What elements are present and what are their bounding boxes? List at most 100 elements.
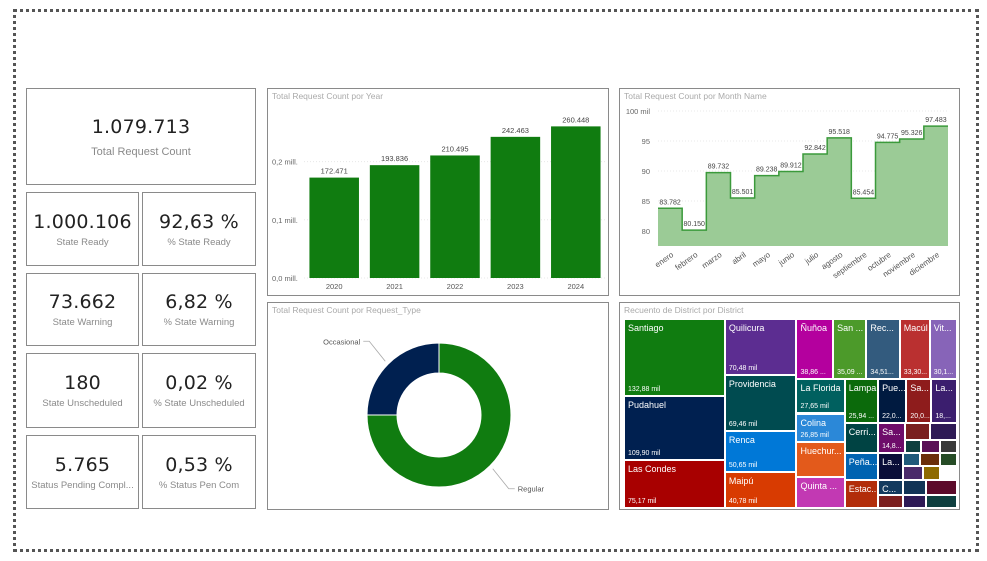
treemap-cell[interactable]: Huechur... xyxy=(796,441,845,477)
treemap-cell[interactable]: San ... 35,09 ... xyxy=(833,319,867,379)
x-tick-label: mayo xyxy=(751,250,773,269)
treemap-cell-small[interactable] xyxy=(904,439,922,454)
treemap-cell[interactable]: Rec... 34,51... xyxy=(866,319,900,379)
treemap-cell[interactable]: Macúl 33,30... xyxy=(899,319,930,379)
kpi-card-state-unscheduled[interactable]: 180 State Unscheduled xyxy=(26,353,139,428)
treemap-cell-small[interactable] xyxy=(926,479,957,495)
bar xyxy=(490,136,541,278)
treemap-cell-value: 70,48 mil xyxy=(728,364,758,372)
data-label: 95.518 xyxy=(829,129,851,136)
treemap-cell-name: La... xyxy=(882,457,900,468)
treemap-cell[interactable]: Quinta ... xyxy=(796,476,845,508)
treemap-cell-small[interactable] xyxy=(904,422,931,440)
kpi-card-pct-status-pending[interactable]: 0,53 % % Status Pen Com xyxy=(142,435,256,509)
donut-chart: Regular Occasional xyxy=(323,337,544,493)
treemap-cell-value: 22,0... xyxy=(882,412,902,420)
chart-title: Total Request Count por Year xyxy=(272,91,384,101)
donut-slice xyxy=(366,342,440,416)
treemap-cell-small[interactable] xyxy=(903,494,927,508)
bar xyxy=(369,165,420,278)
treemap-cell-value: 20,0... xyxy=(910,412,930,420)
treemap-cell-small[interactable] xyxy=(930,422,957,440)
treemap-cell-small[interactable] xyxy=(926,494,957,508)
treemap-cell-name: Sa... xyxy=(910,382,929,393)
kpi-card-state-warning[interactable]: 73.662 State Warning xyxy=(26,273,139,346)
kpi-label: % State Ready xyxy=(167,236,231,248)
treemap-cell-value: 14,8... xyxy=(882,443,902,451)
kpi-card-status-pending[interactable]: 5.765 Status Pending Compl... xyxy=(26,435,139,509)
kpi-label: Total Request Count xyxy=(91,145,191,158)
treemap-cell[interactable]: Estac... xyxy=(844,479,879,508)
treemap-cell[interactable]: C... xyxy=(878,479,904,495)
treemap-cell-small[interactable] xyxy=(939,453,957,467)
treemap-cell[interactable]: Las Condes 75,17 mil xyxy=(624,460,725,508)
treemap-cell[interactable]: La... xyxy=(878,453,904,480)
kpi-label: Status Pending Compl... xyxy=(31,479,134,491)
donut-chart-panel[interactable]: Total Request Count por Request_Type Reg… xyxy=(267,302,609,510)
treemap-cell-name: Quilicura xyxy=(728,323,765,333)
treemap-cell[interactable]: Vit... 30,1... xyxy=(929,319,957,379)
treemap-cell[interactable]: Pudahuel 109,90 mil xyxy=(624,395,725,461)
treemap-cell[interactable]: Pue... 22,0... xyxy=(878,378,907,423)
treemap-panel[interactable]: Recuento de District por District Santia… xyxy=(619,302,960,510)
kpi-card-pct-state-warning[interactable]: 6,82 % % State Warning xyxy=(142,273,256,346)
treemap-cell[interactable]: La... 18,... xyxy=(931,378,957,423)
treemap-cell[interactable]: Colina 26,85 mil xyxy=(796,413,845,442)
kpi-value: 0,02 % xyxy=(165,372,233,394)
chart-title: Recuento de District por District xyxy=(624,305,744,315)
bar-chart: 0,0 mill. 0,1 mill. 0,2 mill. 172.471 2020 19… xyxy=(272,115,606,291)
treemap-cell[interactable]: Cerri... xyxy=(844,422,879,454)
treemap-cell-name: Renca xyxy=(728,434,755,445)
kpi-label: State Unscheduled xyxy=(42,398,123,409)
treemap-cell-small[interactable] xyxy=(921,439,940,454)
treemap-cell-small[interactable] xyxy=(903,479,927,495)
area-chart: 80 85 90 95 100 mil 83.782 enero 80.150 febrero 8… xyxy=(626,107,948,280)
treemap-cell-name: Quinta ... xyxy=(800,480,838,491)
treemap-cell-name: Colina xyxy=(800,417,826,428)
area-chart-panel[interactable]: Total Request Count por Month Name 80 85 9… xyxy=(619,88,960,296)
treemap-cell-small[interactable] xyxy=(919,453,940,467)
kpi-label: % State Warning xyxy=(163,317,235,328)
treemap-cell[interactable]: Santiago 132,88 mil xyxy=(624,319,725,396)
data-label: 85.454 xyxy=(853,189,875,196)
kpi-card-pct-state-unscheduled[interactable]: 0,02 % % State Unscheduled xyxy=(142,353,256,428)
x-tick-label: enero xyxy=(653,250,675,269)
x-tick-label: 2024 xyxy=(567,282,584,291)
treemap-cell[interactable]: Peña... xyxy=(844,453,879,480)
treemap-cell-name: Macúl xyxy=(903,323,928,333)
treemap-cell-name: Estac... xyxy=(848,483,879,494)
bar-chart-panel[interactable]: Total Request Count por Year 0,0 mill. 0,… xyxy=(267,88,609,296)
treemap-cell[interactable]: Maipú 40,78 mil xyxy=(724,472,797,508)
treemap-cell-value: 50,65 mil xyxy=(728,462,758,470)
kpi-value: 1.079.713 xyxy=(91,115,191,138)
treemap-cell-small[interactable] xyxy=(878,494,904,508)
leader-line xyxy=(492,468,515,490)
data-label: 80.150 xyxy=(684,221,706,228)
treemap-cell[interactable]: Sa... 20,0... xyxy=(906,378,932,423)
treemap-cell[interactable]: Providencia 69,46 mil xyxy=(724,374,797,431)
x-tick-label: febrero xyxy=(673,250,699,272)
treemap-cell[interactable]: Ñuñoa 38,86 ... xyxy=(796,319,834,379)
kpi-value: 0,53 % xyxy=(165,453,233,476)
treemap-cell[interactable]: Lampa 25,94 ... xyxy=(844,378,879,423)
x-tick-label: 2020 xyxy=(326,282,343,291)
treemap-cell[interactable]: Renca 50,65 mil xyxy=(724,430,797,473)
leader-line xyxy=(363,340,386,362)
treemap-cell-small[interactable] xyxy=(939,439,957,454)
kpi-card-total-request-count[interactable]: 1.079.713 Total Request Count xyxy=(26,88,256,185)
kpi-value: 1.000.106 xyxy=(33,210,132,233)
bar xyxy=(551,126,601,279)
treemap-cell-small[interactable] xyxy=(923,466,940,480)
kpi-card-pct-state-ready[interactable]: 92,63 % % State Ready xyxy=(142,192,256,266)
x-tick-label: 2023 xyxy=(507,282,524,291)
treemap-cell[interactable]: Sa... 14,8... xyxy=(878,422,905,454)
treemap-cell-small[interactable] xyxy=(903,466,924,480)
kpi-value: 6,82 % xyxy=(165,291,233,313)
data-label: 260.448 xyxy=(562,115,589,124)
treemap-cell-small[interactable] xyxy=(903,453,920,467)
treemap-cell-value: 33,30... xyxy=(903,368,928,376)
kpi-label: State Ready xyxy=(56,236,109,248)
treemap-cell[interactable]: Quilicura 70,48 mil xyxy=(724,319,797,375)
kpi-card-state-ready[interactable]: 1.000.106 State Ready xyxy=(26,192,139,266)
treemap-cell[interactable]: La Florida 27,65 mil xyxy=(796,378,845,414)
